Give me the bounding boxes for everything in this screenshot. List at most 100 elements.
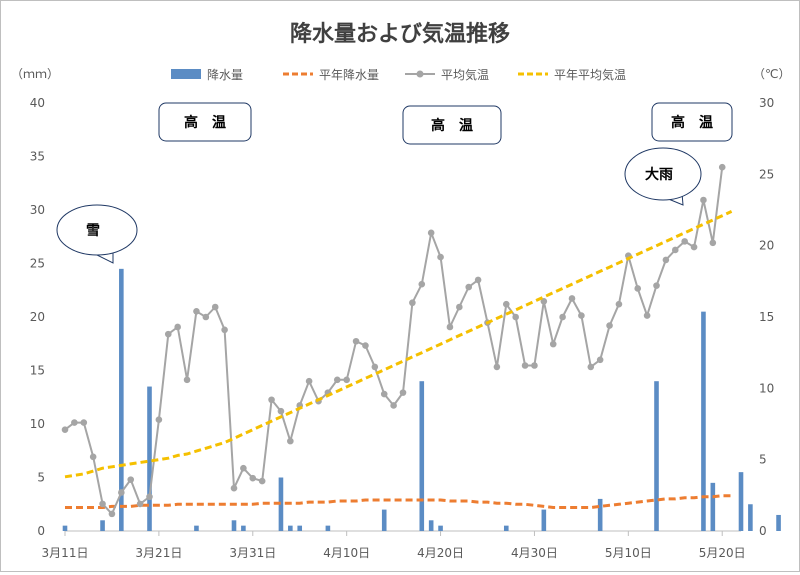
y-right-tick-label: 30 (759, 96, 774, 110)
temp-point (371, 363, 379, 371)
precip-bar (541, 509, 547, 531)
temp-point (690, 243, 698, 251)
precip-bar (381, 509, 387, 531)
precip-bar (597, 498, 603, 531)
y-right-tick-label: 25 (759, 167, 774, 181)
temp-point (380, 390, 388, 398)
temp-point (578, 312, 585, 319)
temp-point (718, 163, 726, 171)
x-tick-label: 5月10日 (605, 546, 652, 560)
temp-point (61, 426, 69, 434)
temp-point (587, 363, 595, 371)
temp-point (146, 493, 153, 501)
temp-point (89, 453, 97, 461)
precip-bar (738, 472, 744, 531)
precip-bar (288, 525, 293, 531)
precip-bar (278, 477, 284, 531)
temp-point (230, 484, 238, 492)
legend-label: 降水量 (207, 68, 243, 82)
temp-point (80, 419, 88, 426)
temp-point (202, 313, 210, 321)
temp-point (155, 416, 163, 424)
temp-point (211, 303, 219, 311)
temp-point (456, 303, 463, 311)
y-left-tick-label: 40 (30, 96, 45, 110)
temp-point (136, 500, 144, 508)
temp-point (437, 253, 444, 261)
x-tick-label: 4月20日 (417, 546, 464, 560)
temp-point (643, 312, 651, 319)
callout-label: 雪 (86, 222, 100, 239)
temp-point (277, 407, 285, 415)
series-line (65, 494, 732, 509)
callout-bubble (624, 147, 702, 201)
precip-bar (776, 514, 781, 531)
precip-bar (62, 525, 68, 531)
precip-bar (701, 311, 706, 531)
x-tick-label: 4月30日 (511, 546, 558, 560)
y-right-tick-label: 20 (759, 239, 774, 253)
temp-point (662, 256, 670, 264)
precip-bar (710, 482, 716, 531)
y-right-tick-label: 10 (759, 381, 774, 395)
y-right-tick-label: 0 (759, 524, 767, 538)
temp-point (700, 196, 707, 204)
temp-point (390, 402, 397, 409)
temp-point (671, 246, 679, 254)
legend-label: 平年平均気温 (554, 67, 626, 82)
legend-label: 平年降水量 (319, 68, 379, 82)
precip-bar (428, 520, 434, 531)
x-tick-label: 3月31日 (229, 546, 276, 560)
x-tick-label: 3月11日 (42, 546, 89, 560)
high-temp-box (651, 102, 733, 142)
legend-marker (416, 70, 424, 78)
temp-point (258, 477, 266, 485)
legend: 降水量 平年降水量 平均気温 平年平均気温 (171, 67, 626, 82)
callout-label: 大雨 (645, 166, 673, 183)
high-temp-label: 高 温 (671, 114, 713, 131)
temp-point (174, 323, 181, 331)
temp-point (108, 510, 116, 518)
temp-point (240, 464, 247, 472)
temp-point (409, 299, 416, 307)
temp-point (118, 489, 125, 496)
temp-point (164, 330, 172, 338)
temp-point (418, 280, 426, 288)
precip-bar (503, 525, 509, 531)
y-left-tick-label: 25 (30, 257, 45, 271)
x-tick-label: 4月10日 (323, 546, 370, 560)
series-line (64, 210, 733, 479)
temp-point (615, 300, 623, 308)
lines (61, 163, 733, 518)
temp-point (521, 362, 529, 369)
precip-bar (419, 381, 425, 531)
x-tick-label: 5月20日 (699, 546, 746, 560)
high-temp-box (402, 105, 502, 145)
y-right-tick-label: 5 (759, 453, 767, 467)
callout-bubble (56, 204, 138, 256)
temp-point (333, 376, 341, 384)
axes: 0 5 10 15 20 25 30 35 40 0 5 10 15 20 25 30 3月11日 3月21日 3月… (30, 96, 775, 560)
temp-point (559, 313, 566, 321)
temp-point (549, 340, 557, 348)
temp-point (596, 356, 604, 364)
temp-point (362, 342, 369, 349)
temp-point (531, 362, 538, 369)
temp-point (427, 229, 435, 237)
temp-point (305, 377, 313, 385)
precip-bar (241, 525, 246, 531)
y-left-tick-label: 20 (30, 310, 45, 324)
x-tick-label: 3月21日 (135, 546, 182, 560)
temp-point (446, 323, 454, 331)
temp-point (352, 337, 360, 345)
legend-label: 平均気温 (441, 67, 489, 82)
temp-point (540, 298, 548, 305)
temp-point (287, 437, 294, 445)
temp-point (71, 419, 78, 426)
temp-point (465, 283, 473, 291)
high-temp-box (158, 102, 252, 142)
left-axis-unit: （ｍｍ） (11, 67, 59, 81)
precip-bar (748, 504, 753, 531)
